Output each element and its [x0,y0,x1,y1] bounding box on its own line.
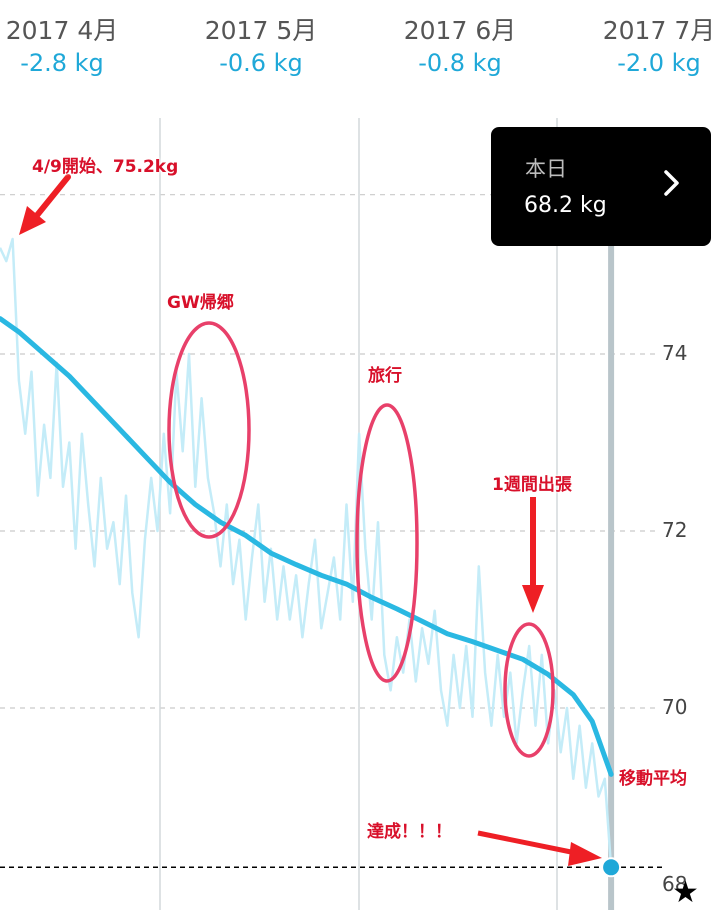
month-delta: -0.8 kg [418,49,502,77]
tooltip-value: 68.2 kg [524,193,607,218]
marker-layer [601,857,622,878]
annotation-business: 1週間出張 [492,475,572,495]
month-header-apr[interactable]: 2017 4月 -2.8 kg [0,14,132,78]
business-arrow [522,497,544,613]
y-tick-label: 68 [662,872,688,896]
today-tooltip[interactable]: 本日 68.2 kg [491,127,711,246]
month-label: 2017 4月 [5,16,119,45]
annotation-trip: 旅行 [368,366,402,386]
annotation-average: 移動平均 [619,769,687,789]
annotation-layer [19,174,602,866]
business-highlight-ellipse [503,622,555,758]
moving-average-layer [0,316,614,777]
star-icon: ★ [672,875,699,910]
month-delta: -0.6 kg [219,49,303,77]
trip-highlight-ellipse [355,403,419,683]
month-delta: -2.0 kg [617,49,701,77]
achieved-arrow [477,830,602,866]
moving-average-line [0,316,614,777]
annotation-achieved: 達成！！！ [367,822,452,842]
month-header-jul[interactable]: 2017 7月 -2.0 kg [589,14,719,78]
y-tick-label: 72 [662,518,688,542]
today-marker [601,857,622,878]
start-arrow [19,174,71,235]
month-delta: -2.8 kg [20,49,104,77]
tooltip-title: 本日 [525,157,567,181]
daily-weight-line [0,237,613,868]
gw-highlight-ellipse [167,321,251,539]
month-label: 2017 5月 [204,16,318,45]
month-label: 2017 6月 [403,16,517,45]
month-header-jun[interactable]: 2017 6月 -0.8 kg [390,14,530,78]
annotation-gw: GW帰郷 [167,293,234,313]
y-tick-label: 70 [662,695,688,719]
daily-weight-layer [0,237,613,868]
annotation-start: 4/9開始、75.2kg [32,157,179,177]
chevron-right-icon[interactable] [657,165,687,201]
y-tick-label: 74 [662,341,688,365]
month-header-may[interactable]: 2017 5月 -0.6 kg [191,14,331,78]
month-label: 2017 7月 [602,16,716,45]
